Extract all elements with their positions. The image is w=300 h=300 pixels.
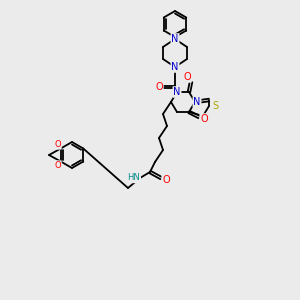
Text: N: N [171,34,179,44]
Text: N: N [173,87,181,97]
Text: O: O [200,114,208,124]
Text: HN: HN [128,173,140,182]
Text: N: N [171,62,179,72]
Text: O: O [54,161,61,170]
Text: O: O [54,140,61,149]
Text: S: S [212,101,218,111]
Text: O: O [162,175,170,185]
Text: O: O [183,72,191,82]
Text: O: O [155,82,163,92]
Text: N: N [193,97,201,107]
